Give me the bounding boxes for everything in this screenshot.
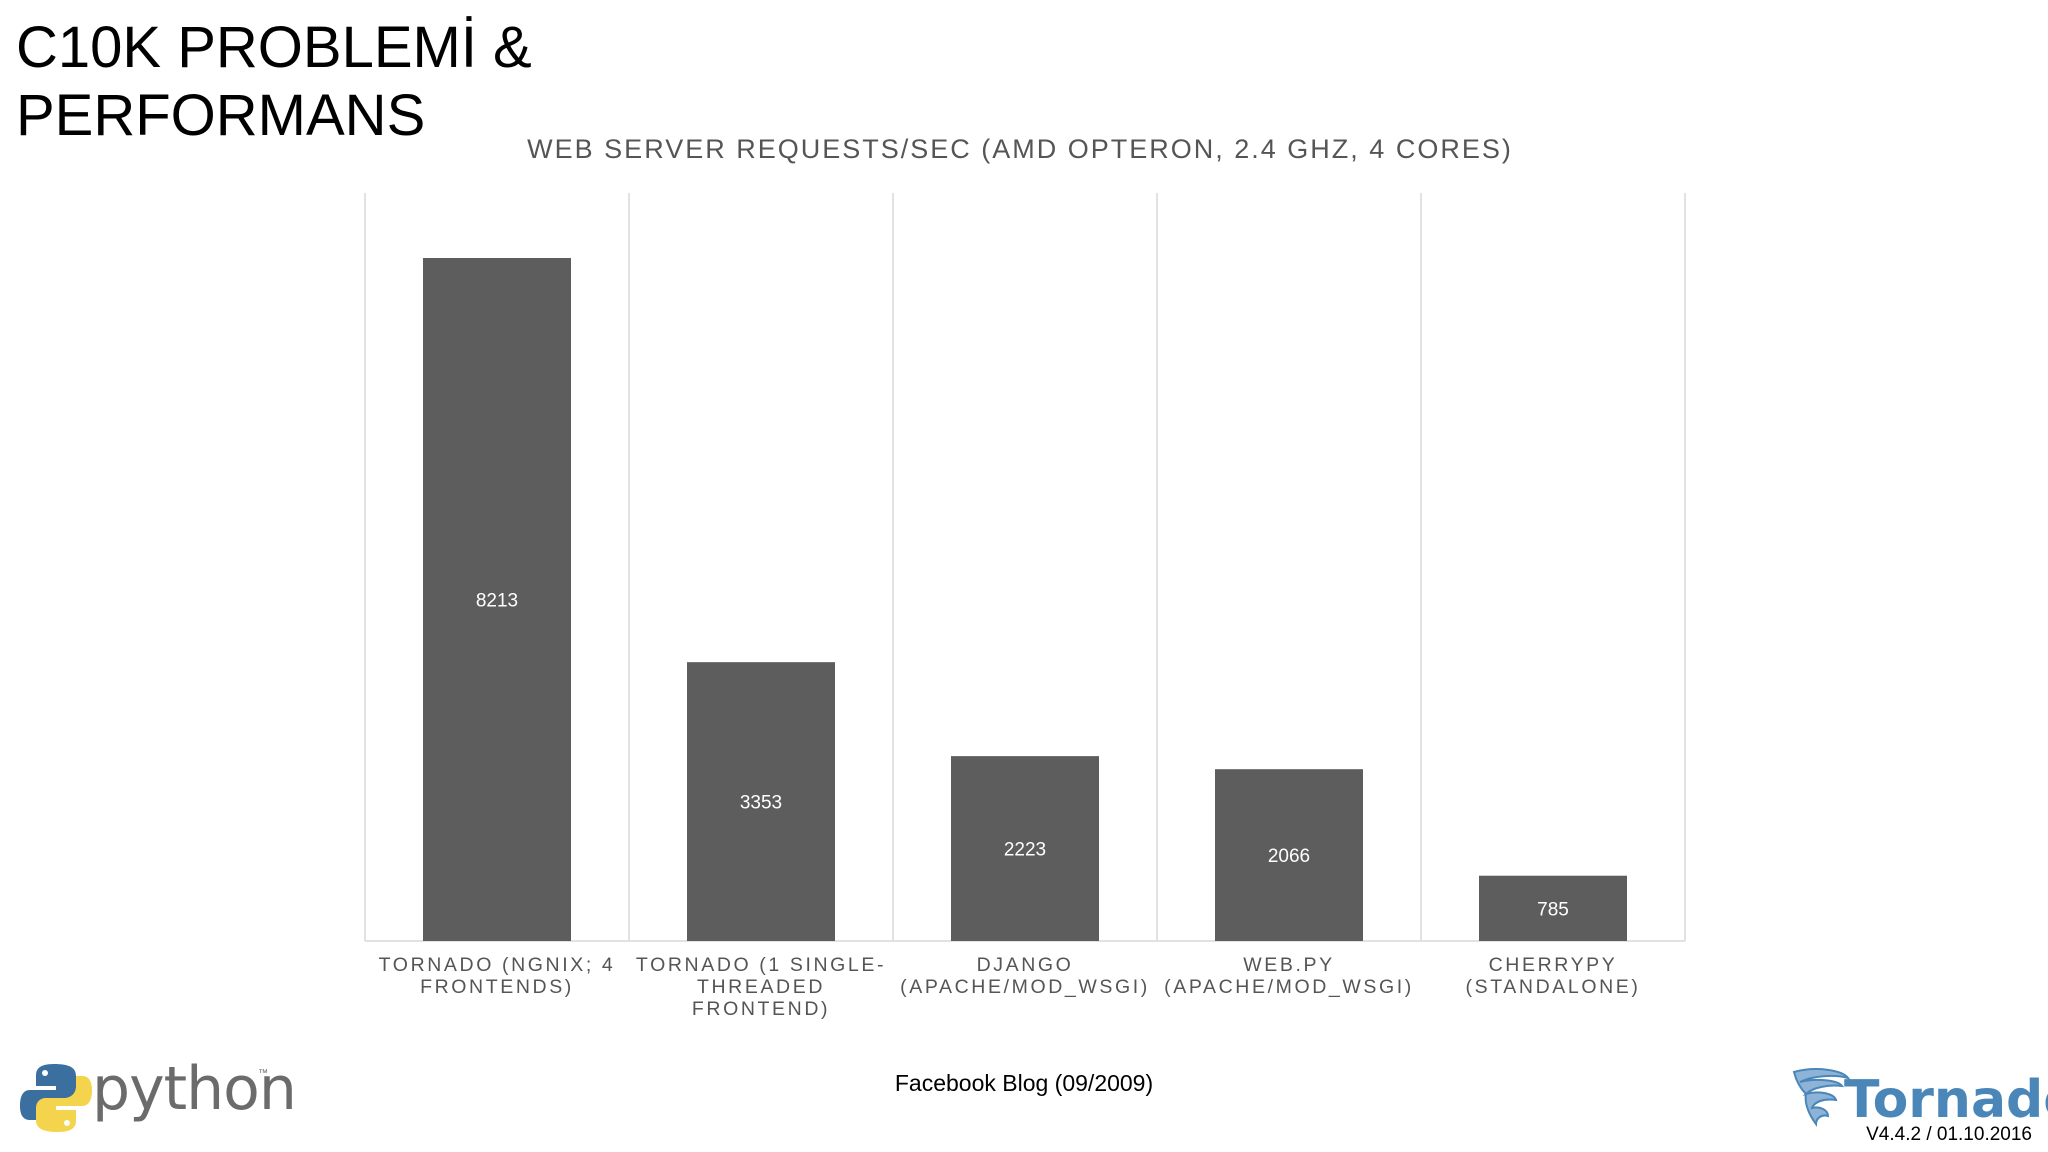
tornado-wordmark: Tornado	[1844, 1070, 2048, 1130]
python-wordmark: python	[92, 1054, 297, 1124]
x-tick-label-4: CHERRYPY (STANDALONE)	[1466, 954, 1641, 998]
data-label-1: 3353	[740, 793, 782, 814]
x-tick-label-1-line-1: THREADED	[697, 976, 825, 998]
x-tick-label-2-line-0: DJANGO	[977, 954, 1074, 976]
bar-4	[1479, 875, 1627, 941]
slide-title-line-1: C10K PROBLEMİ &	[16, 15, 532, 80]
x-tick-label-0: TORNADO (NGNIX; 4 FRONTENDS)	[379, 954, 616, 998]
bar-3	[1215, 769, 1363, 941]
data-label-4: 785	[1537, 899, 1569, 920]
x-tick-label-0-line-1: FRONTENDS)	[420, 976, 574, 998]
chart-bars	[423, 258, 1627, 941]
version-label: V4.4.2 / 01.10.2016	[1866, 1124, 2032, 1145]
tornado-swirl-icon	[1792, 1068, 1851, 1127]
x-tick-label-3: WEB.PY (APACHE/MOD_WSGI)	[1164, 954, 1414, 998]
x-tick-label-2: DJANGO (APACHE/MOD_WSGI)	[900, 954, 1150, 998]
data-label-3: 2066	[1268, 846, 1310, 867]
x-tick-label-1-line-2: FRONTEND)	[692, 998, 830, 1020]
python-trademark: ™	[258, 1068, 268, 1079]
bar-1	[687, 662, 835, 941]
chart-title: WEB SERVER REQUESTS/SEC (AMD OPTERON, 2.…	[527, 134, 1513, 164]
source-caption: Facebook Blog (09/2009)	[894, 1070, 1154, 1096]
x-tick-label-1-line-0: TORNADO (1 SINGLE-	[636, 954, 886, 976]
bar-2	[951, 756, 1099, 941]
python-logo	[20, 1064, 92, 1132]
slide-title-line-2: PERFORMANS	[16, 83, 426, 148]
data-label-2: 2223	[1004, 840, 1046, 861]
chart-grid	[364, 193, 1686, 942]
chart-x-ticks: TORNADO (NGNIX; 4 FRONTENDS) TORNADO (1 SI…	[379, 954, 1641, 1020]
x-tick-label-4-line-0: CHERRYPY	[1489, 954, 1618, 976]
python-snake-icon	[20, 1064, 92, 1132]
x-tick-label-1: TORNADO (1 SINGLE-THREADED FRONTEND)	[636, 954, 886, 1020]
x-tick-label-3-line-1: (APACHE/MOD_WSGI)	[1164, 976, 1414, 998]
bar-0	[423, 258, 571, 941]
x-tick-label-4-line-1: (STANDALONE)	[1466, 976, 1641, 998]
data-label-0: 8213	[476, 591, 518, 612]
slide-title: C10K PROBLEMİ & PERFORMANS	[16, 14, 532, 150]
chart-data-labels: 8213 3353 2223 2066 785	[476, 591, 1569, 921]
x-tick-label-2-line-1: (APACHE/MOD_WSGI)	[900, 976, 1150, 998]
x-tick-label-0-line-0: TORNADO (NGNIX; 4	[379, 954, 616, 976]
x-tick-label-3-line-0: WEB.PY	[1243, 954, 1334, 976]
